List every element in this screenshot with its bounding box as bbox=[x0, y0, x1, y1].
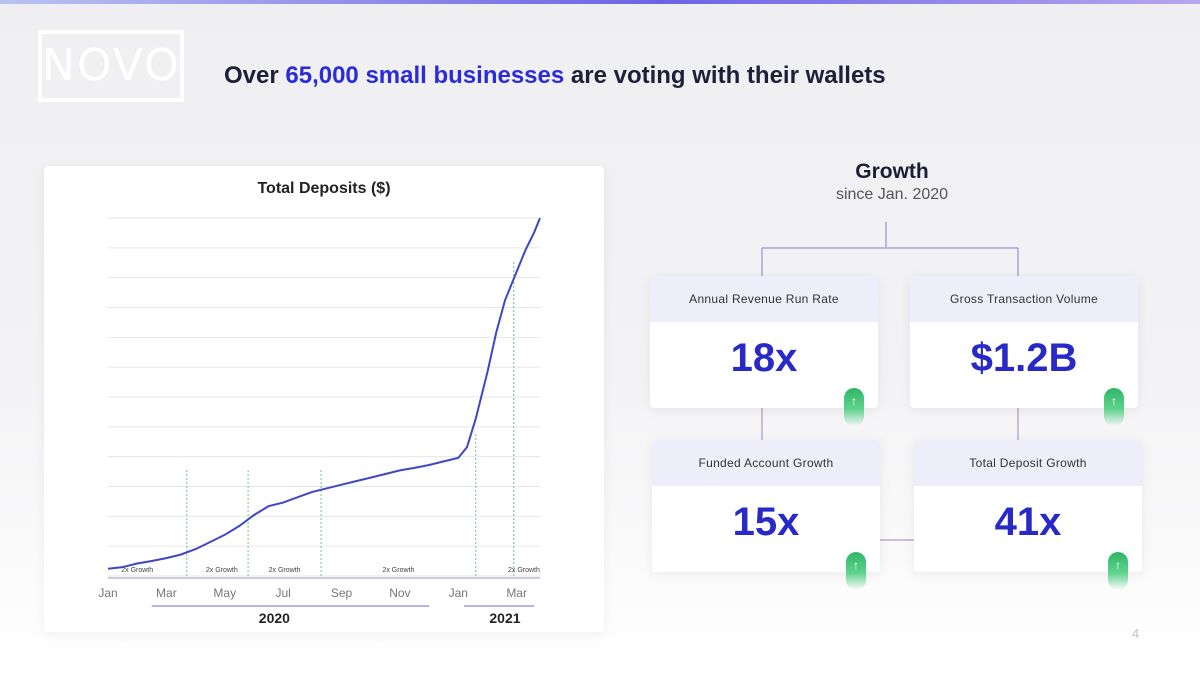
metric-label: Gross Transaction Volume bbox=[910, 276, 1138, 322]
chart-title: Total Deposits ($) bbox=[257, 180, 391, 197]
x-tick-label: Nov bbox=[389, 586, 410, 600]
headline-prefix: Over bbox=[224, 62, 286, 89]
deposits-series-line bbox=[107, 217, 541, 570]
growth-annotation-label: 2x Growth bbox=[206, 567, 238, 574]
growth-annotation-label: 2x Growth bbox=[382, 567, 414, 574]
x-tick-label: Mar bbox=[156, 586, 177, 600]
x-tick-label: Jan bbox=[449, 586, 468, 600]
page-headline: Over 65,000 small businesses are voting … bbox=[224, 62, 886, 90]
metric-card-funded-account-growth: Funded Account Growth 15x ↑ bbox=[652, 440, 880, 590]
metric-card-gross-transaction-volume: Gross Transaction Volume $1.2B ↑ bbox=[910, 276, 1138, 426]
x-tick-label: May bbox=[213, 586, 236, 600]
headline-highlight: 65,000 small businesses bbox=[285, 62, 565, 89]
up-arrow-icon: ↑ bbox=[844, 388, 864, 426]
growth-annotation-label: 2x Growth bbox=[121, 567, 153, 574]
novo-logo: NOVO bbox=[38, 30, 184, 102]
growth-annotation-label: 2x Growth bbox=[508, 567, 540, 574]
metric-label: Annual Revenue Run Rate bbox=[650, 276, 878, 322]
growth-title: Growth bbox=[855, 160, 929, 183]
x-tick-label: Jan bbox=[98, 586, 117, 600]
headline-suffix: are voting with their wallets bbox=[564, 62, 886, 89]
year-label: 2021 bbox=[489, 610, 520, 626]
metric-value: 41x bbox=[994, 500, 1062, 544]
total-deposits-chart: 2x Growth 2x Growth 2x Growth 2x Growth 2x G… bbox=[98, 217, 541, 626]
growth-annotation-label: 2x Growth bbox=[269, 567, 301, 574]
up-arrow-icon: ↑ bbox=[1104, 388, 1124, 426]
metric-card-annual-revenue: Annual Revenue Run Rate 18x ↑ bbox=[650, 276, 878, 426]
metric-value: $1.2B bbox=[970, 336, 1078, 380]
up-arrow-icon: ↑ bbox=[846, 552, 866, 590]
metric-value: 15x bbox=[732, 500, 800, 544]
x-tick-label: Mar bbox=[506, 586, 527, 600]
up-arrow-icon: ↑ bbox=[1108, 552, 1128, 590]
x-tick-label: Jul bbox=[275, 586, 290, 600]
year-label: 2020 bbox=[259, 610, 290, 626]
metric-label: Total Deposit Growth bbox=[914, 440, 1142, 486]
x-tick-label: Sep bbox=[331, 586, 353, 600]
metric-card-total-deposit-growth: Total Deposit Growth 41x ↑ bbox=[914, 440, 1142, 590]
metric-value: 18x bbox=[730, 336, 798, 380]
page-number: 4 bbox=[1132, 626, 1140, 641]
top-accent-bar bbox=[0, 0, 1200, 4]
metric-label: Funded Account Growth bbox=[652, 440, 880, 486]
total-deposits-chart-card: Total Deposits ($) 2x Growth 2x Growth 2x … bbox=[44, 166, 604, 632]
growth-subtitle: since Jan. 2020 bbox=[835, 186, 949, 203]
